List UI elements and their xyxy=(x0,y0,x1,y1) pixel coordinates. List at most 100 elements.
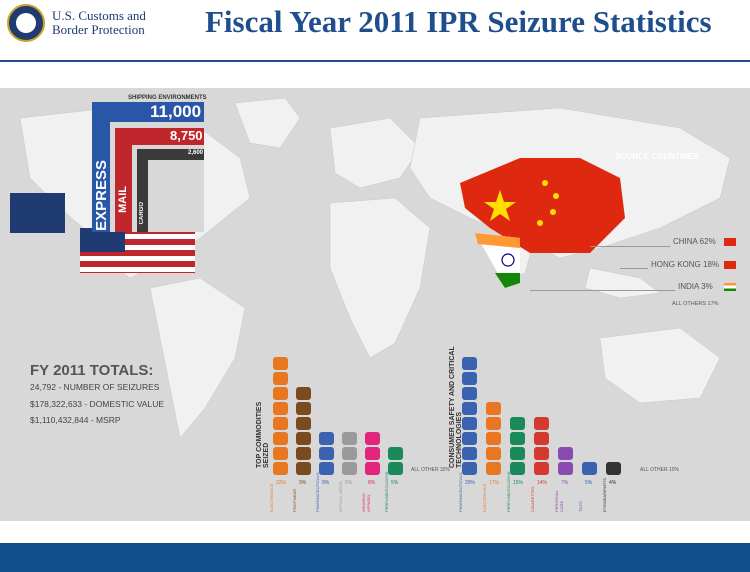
shipping-environments-label: SHIPPING ENVIRONMENTS xyxy=(128,95,207,101)
commodity-icon xyxy=(273,372,288,385)
china-flag-icon xyxy=(724,238,736,246)
commodity-icon xyxy=(273,462,288,475)
safety-icon xyxy=(462,372,477,385)
safety-icon xyxy=(462,402,477,415)
safety-icon xyxy=(558,462,573,475)
safety-label: CIGARETTES xyxy=(530,486,535,512)
mail-value: 8,750 xyxy=(170,128,203,143)
totals-seizures: 24,792 - NUMBER OF SEIZURES xyxy=(30,382,160,392)
totals-domestic-value: $178,322,633 - DOMESTIC VALUE xyxy=(30,399,165,409)
safety-icon xyxy=(462,417,477,430)
commodity-label: ELECTRONICS xyxy=(269,483,274,512)
safety-label: TOYS xyxy=(578,501,583,512)
china-leader-line xyxy=(590,246,670,247)
safety-icon xyxy=(534,417,549,430)
commodity-icon xyxy=(273,447,288,460)
hong-kong-leader-line xyxy=(620,268,648,269)
safety-label: PHARMACEUTICALS xyxy=(458,472,463,512)
safety-pct: 7% xyxy=(561,480,569,486)
safety-icon xyxy=(462,357,477,370)
cargo-value: 2,600 xyxy=(188,150,204,156)
express-value: 11,000 xyxy=(150,102,202,121)
commodity-label: PHARMACEUTICALS xyxy=(315,472,320,512)
cargo-label: CARGO xyxy=(139,202,145,225)
commodity-pct: 8% xyxy=(345,480,353,486)
source-countries-title: SOURCE COUNTRIES xyxy=(615,152,699,161)
commodity-label: WEARING APPAREL xyxy=(361,492,371,512)
commodity-icon xyxy=(273,417,288,430)
world-map xyxy=(0,88,750,521)
commodity-icon xyxy=(296,447,311,460)
safety-label: ELECTRONICS xyxy=(482,483,487,512)
commodity-icon xyxy=(273,432,288,445)
safety-icon xyxy=(486,417,501,430)
safety-icon xyxy=(534,462,549,475)
commodity-icon xyxy=(273,402,288,415)
commodity-icon xyxy=(273,357,288,370)
consumer-safety-label: CONSUMER SAFETY AND CRITICAL TECHNOLOGIE… xyxy=(449,346,463,468)
safety-pct: 29% xyxy=(465,480,476,486)
china-flag-map xyxy=(460,158,625,253)
totals-msrp: $1,110,432,844 - MSRP xyxy=(30,415,121,425)
commodity-label: OPTICAL MEDIA xyxy=(338,481,343,512)
commodity-icon xyxy=(273,387,288,400)
usa-flag-map xyxy=(80,228,195,273)
safety-label: PERFUME/COLOGNE xyxy=(506,471,511,512)
agency-line-1: U.S. Customs and xyxy=(52,8,146,23)
safety-icon xyxy=(462,387,477,400)
cargo-bar-inner xyxy=(148,160,204,232)
commodities-others: ALL OTHER 32% xyxy=(411,467,450,473)
commodity-label: PERFUME/COLOGNE xyxy=(384,471,389,512)
safety-icon xyxy=(606,462,621,475)
header-divider xyxy=(0,60,750,62)
footer-bar xyxy=(0,543,750,572)
safety-icon xyxy=(510,417,525,430)
safety-icon xyxy=(534,432,549,445)
header: U.S. Customs and Border Protection Fisca… xyxy=(0,0,750,58)
commodity-icon xyxy=(388,447,403,460)
commodity-icon xyxy=(342,432,357,445)
source-others: ALL OTHERS 17% xyxy=(672,301,719,307)
safety-icon xyxy=(510,432,525,445)
commodity-icon xyxy=(365,447,380,460)
dhs-seal-icon xyxy=(7,4,45,42)
safety-icon xyxy=(486,432,501,445)
agency-name: U.S. Customs and Border Protection xyxy=(52,9,146,37)
commodity-pct: 5% xyxy=(391,480,399,486)
safety-icon xyxy=(462,462,477,475)
commodity-label: FOOTWEAR xyxy=(292,488,297,512)
commodity-pct: 9% xyxy=(299,480,307,486)
commodity-icon xyxy=(296,417,311,430)
commodity-icon xyxy=(342,462,357,475)
safety-icon xyxy=(486,462,501,475)
alaska-flag-map xyxy=(10,193,65,233)
safety-icon xyxy=(462,447,477,460)
top-commodities-label: TOP COMMODITIES SEIZED xyxy=(256,401,270,468)
commodity-icon xyxy=(342,447,357,460)
safety-label: EYEWEAR/PARTS xyxy=(602,477,607,512)
safety-icon xyxy=(486,447,501,460)
commodity-icon xyxy=(319,462,334,475)
safety-pct: 4% xyxy=(609,480,617,486)
india-leader-line xyxy=(530,290,675,291)
page-title: Fiscal Year 2011 IPR Seizure Statistics xyxy=(205,4,712,39)
source-china: CHINA 62% xyxy=(673,237,716,246)
safety-label: PERSONAL CARE xyxy=(554,490,564,512)
safety-icon xyxy=(462,432,477,445)
safety-icon xyxy=(486,402,501,415)
commodity-icon xyxy=(365,462,380,475)
source-india: INDIA 3% xyxy=(678,282,713,291)
commodity-icon xyxy=(365,432,380,445)
commodity-icon xyxy=(296,462,311,475)
commodity-pct: 9% xyxy=(322,480,330,486)
source-hong-kong: HONG KONG 18% xyxy=(651,260,720,269)
commodity-pct: 8% xyxy=(368,480,376,486)
commodity-icon xyxy=(319,432,334,445)
safety-pct: 5% xyxy=(585,480,593,486)
safety-others: ALL OTHER 10% xyxy=(640,467,679,473)
safety-icon xyxy=(582,462,597,475)
safety-icon xyxy=(510,447,525,460)
safety-icon xyxy=(534,447,549,460)
india-flag-icon xyxy=(724,283,736,291)
totals-title: FY 2011 TOTALS: xyxy=(30,362,154,379)
